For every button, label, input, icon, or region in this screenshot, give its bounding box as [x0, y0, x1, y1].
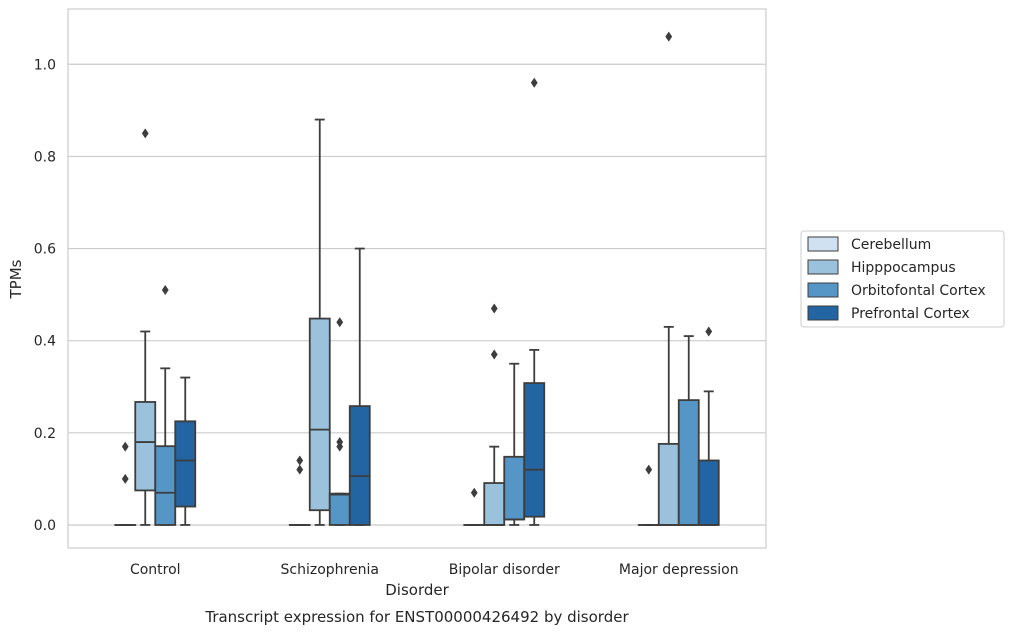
box-body: [308, 317, 331, 512]
box-groups: [114, 31, 720, 526]
x-axis-label: Disorder: [385, 581, 449, 599]
legend-label: Orbitofontal Cortex: [851, 283, 986, 299]
outlier-point: [141, 128, 149, 139]
x-tick-label: Major depression: [619, 562, 739, 578]
y-tick-label: 0.4: [34, 334, 56, 350]
y-tick-label: 1.0: [34, 57, 56, 73]
box-body: [697, 459, 720, 526]
box-0-1: [288, 455, 311, 526]
plot-frame: [67, 8, 767, 549]
outlier-point: [161, 285, 169, 296]
legend-frame: [800, 230, 1005, 328]
legend-swatch: [807, 305, 839, 321]
legend-swatch: [807, 236, 839, 252]
box-1-2: [483, 303, 506, 526]
y-axis-label: TPMs: [7, 259, 25, 299]
box-body: [328, 492, 351, 526]
box-body: [483, 482, 506, 526]
box-0-3: [637, 464, 660, 526]
box-body: [154, 445, 177, 526]
outlier-point: [490, 303, 498, 314]
box-body: [677, 399, 700, 526]
box-1-3: [657, 31, 680, 526]
x-tick-label: Schizophrenia: [281, 562, 379, 578]
y-tick-label: 0.2: [34, 426, 56, 442]
legend-swatch: [807, 259, 839, 275]
outlier-point: [296, 455, 304, 466]
outlier-point: [665, 31, 673, 42]
box-2-1: [328, 317, 351, 526]
box-3-2: [523, 77, 546, 526]
chart-caption: Transcript expression for ENST0000042649…: [204, 608, 629, 626]
outlier-point: [336, 317, 344, 328]
outlier-point: [296, 464, 304, 475]
box-2-0: [154, 285, 177, 526]
box-2-3: [677, 335, 700, 526]
y-tick-labels: 0.0 0.2 0.4 0.6 0.8 1.0: [34, 57, 56, 534]
x-tick-label: Bipolar disorder: [449, 562, 560, 578]
box-body: [134, 401, 157, 492]
y-tick-label: 0.0: [34, 518, 56, 534]
outlier-point: [336, 437, 344, 448]
y-tick-label: 0.8: [34, 149, 56, 165]
legend: Cerebellum Hipppocampus Orbitofontal Corte…: [800, 230, 1005, 328]
x-tick-label: Control: [130, 562, 181, 578]
outlier-point: [470, 487, 478, 498]
box-3-1: [348, 247, 371, 526]
box-1-0: [134, 128, 157, 526]
box-3-3: [697, 326, 720, 526]
legend-label: Prefrontal Cortex: [851, 306, 970, 322]
box-2-2: [503, 362, 526, 526]
box-1-1: [308, 118, 331, 526]
outlier-point: [490, 349, 498, 360]
x-tick-labels: Control Schizophrenia Bipolar disorder Majo…: [130, 562, 739, 578]
box-0-2: [463, 487, 486, 526]
outlier-point: [530, 77, 538, 88]
box-body: [174, 420, 197, 508]
box-0-0: [114, 441, 137, 526]
legend-swatch: [807, 282, 839, 298]
legend-label: Hipppocampus: [851, 260, 956, 276]
outlier-point: [121, 441, 129, 452]
box-body: [657, 442, 680, 526]
outlier-point: [705, 326, 713, 337]
outlier-point: [121, 473, 129, 484]
box-body: [503, 455, 526, 521]
box-3-0: [174, 376, 197, 526]
legend-label: Cerebellum: [851, 237, 931, 253]
outlier-point: [645, 464, 653, 475]
box-body: [523, 382, 546, 518]
y-tick-label: 0.6: [34, 242, 56, 258]
box-body: [348, 405, 371, 526]
